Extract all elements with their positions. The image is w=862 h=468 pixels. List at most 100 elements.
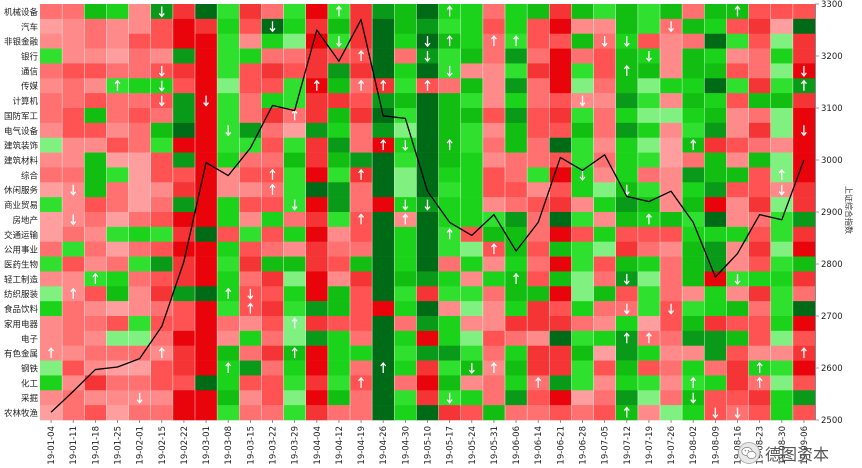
heatmap-cell [792,256,816,272]
heatmap-cell [172,345,196,361]
heatmap-cell [394,271,417,287]
heatmap-cell [549,375,572,391]
heatmap-cell [505,212,528,228]
industry-label: 采掘 [21,393,38,404]
y-tick-label: 3000 [821,156,843,166]
heatmap-cell [394,152,417,168]
heatmap-cell [40,286,63,302]
heatmap-cell [482,63,506,79]
heatmap-cell [372,345,395,361]
heatmap-cell [748,137,772,153]
heatmap-cell [549,152,572,168]
heatmap-cell [460,33,484,49]
heatmap-cell [726,375,749,391]
arrow-down-icon [225,125,232,137]
heatmap-cell [327,18,351,35]
heatmap-cell [682,271,705,287]
arrow-up-icon [424,79,431,91]
heatmap-cell [505,48,528,64]
heatmap-cell [150,256,174,272]
heatmap-cell [549,405,572,421]
heatmap-cell [128,316,152,332]
heatmap-cell [726,197,749,213]
heatmap-cell [637,286,661,302]
heatmap-cell [792,197,816,213]
heatmap-cell [283,63,307,79]
heatmap-cell [62,271,85,287]
industry-label: 电子 [21,334,39,345]
heatmap-cell [128,108,152,124]
arrow-up-icon [800,79,807,91]
heatmap-cell [84,167,107,183]
heatmap-cell [571,152,594,168]
heatmap-cell [482,152,506,168]
heatmap-cell [305,301,329,317]
heatmap-cell [660,122,683,139]
heatmap-cell [527,345,550,361]
heatmap-cell [770,108,794,124]
heatmap-cell [128,197,152,213]
heatmap-cell [217,345,240,361]
heatmap-cell [482,271,506,287]
arrow-down-icon [734,407,741,419]
heatmap-cell [350,182,373,198]
heatmap-cell [62,167,85,183]
heatmap-cell [660,33,683,49]
heatmap-cell [482,197,506,213]
heatmap-cell [40,256,63,272]
heatmap-cell [770,286,794,302]
heatmap-cell [460,63,484,79]
heatmap-cell [660,48,683,64]
heatmap-cell [726,226,749,243]
heatmap-cell [128,122,152,139]
heatmap-cell [172,271,196,287]
arrow-up-icon [70,287,77,299]
arrow-up-icon [756,361,763,373]
industry-label: 非银金融 [4,37,39,48]
heatmap-cell [615,137,639,153]
heatmap-cell [40,93,63,109]
heatmap-cell [283,48,307,64]
heatmap-cell [217,108,240,124]
heatmap-cell [261,108,284,124]
heatmap-cell [682,212,705,228]
heatmap-cell [106,241,129,257]
heatmap-cell [704,137,727,153]
heatmap-cell [704,271,727,287]
heatmap-cell [239,18,262,35]
heatmap-cell [283,122,307,139]
heatmap-cell [394,405,417,421]
arrow-down-icon [800,125,807,137]
heatmap-cell [660,241,683,257]
heatmap-cell [394,286,417,302]
heatmap-cell [748,256,772,272]
heatmap-cell [482,78,506,94]
arrow-down-icon [734,273,741,285]
heatmap-cell [571,48,594,64]
arrow-up-icon [446,5,453,17]
heatmap-cell [40,330,63,347]
industry-labels: 机械设备汽车非银金融银行通信传媒计算机国防军工电气设备建筑装饰建筑材料综合休闲服… [4,7,39,419]
arrow-up-icon [380,139,387,151]
heatmap-cell [62,241,85,257]
heatmap-cell [261,33,284,49]
heatmap-cell [62,197,85,213]
heatmap-cell [637,33,661,49]
arrow-up-icon [335,5,342,17]
heatmap-cell [84,360,107,376]
heatmap-cell [682,122,705,139]
heatmap-cell [704,301,727,317]
heatmap-cell [416,93,439,109]
heatmap-cell [84,197,107,213]
heatmap-cell [327,330,351,347]
heatmap-cell [106,256,129,272]
heatmap-cell [62,375,85,391]
heatmap-cell [549,167,572,183]
heatmap-cell [128,182,152,198]
heatmap-cell [40,137,63,153]
heatmap-cell [660,167,683,183]
heatmap-cell [482,122,506,139]
heatmap-cell [505,122,528,139]
heatmap-cell [682,405,705,421]
heatmap-cell [128,271,152,287]
